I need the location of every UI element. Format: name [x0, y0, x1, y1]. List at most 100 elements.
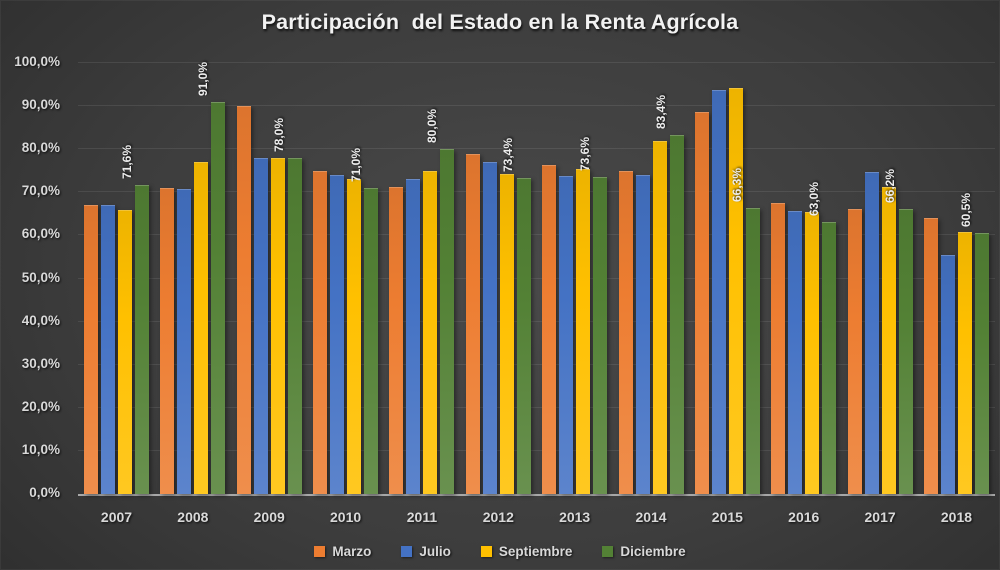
bar-diciembre-2012: 73,4% [501, 138, 531, 494]
bar-marzo-2013 [542, 165, 557, 494]
bar-julio-2010 [330, 175, 345, 494]
bar-group-2017: 66,2% [847, 63, 913, 494]
y-tick-label: 100,0% [14, 54, 60, 69]
bar-julio-2012 [482, 162, 497, 494]
data-label-2014: 83,4% [654, 94, 669, 129]
bar-marzo-2007 [84, 205, 98, 494]
legend-item-diciembre: Diciembre [602, 544, 686, 559]
y-tick-label: 90,0% [21, 97, 60, 113]
y-axis: 100,0% 90,0% 80,0% 70,0% 60,0% 50,0% 40,0% 30,0… [0, 54, 68, 500]
gridline-30 [78, 363, 995, 365]
bar-marzo-2018 [923, 218, 938, 494]
x-tick-label-2014: 2014 [635, 509, 667, 525]
bar-diciembre-2010: 71,0% [349, 148, 379, 494]
y-tick-label: 80,0% [21, 140, 60, 156]
x-tick-label-2008: 2008 [177, 509, 209, 525]
gridline-80 [78, 148, 995, 150]
bar-julio-2008 [177, 188, 192, 494]
gridline-90 [78, 105, 995, 107]
x-tick-label-2013: 2013 [559, 509, 591, 525]
gridline-40 [78, 320, 995, 322]
x-tick-label-2009: 2009 [253, 509, 285, 525]
x-tick-label-2011: 2011 [406, 509, 438, 525]
x-tick-label-2017: 2017 [864, 509, 896, 525]
bar-diciembre-2015: 66,3% [730, 168, 760, 494]
data-label-2010: 71,0% [348, 147, 363, 182]
legend-label-septiembre: Septiembre [498, 544, 573, 559]
bar-septiembre-2007 [118, 209, 132, 494]
bar-marzo-2017 [847, 208, 862, 494]
legend-swatch-septiembre [480, 546, 492, 557]
bar-diciembre-2008: 91,0% [196, 62, 226, 494]
x-tick-label-2010: 2010 [330, 509, 362, 525]
gridline-50 [78, 277, 995, 279]
y-tick-label: 50,0% [21, 269, 60, 285]
bar-diciembre-2009: 78,0% [272, 118, 302, 494]
data-label-2015: 66,3% [730, 168, 745, 203]
legend-item-marzo: Marzo [314, 544, 371, 559]
plot-area: 71,6% 91,0% 78,0% 71,0% 80,0% 73,4% 73,6% 83,4%… [78, 62, 995, 496]
bar-diciembre-2018: 60,5% [959, 193, 989, 494]
bar-diciembre-2011: 80,0% [425, 109, 455, 494]
y-tick-label: 20,0% [21, 398, 60, 414]
bar-septiembre-2018 [957, 232, 972, 494]
bar-julio-2009 [253, 157, 268, 494]
bar-marzo-2016 [771, 203, 786, 494]
data-label-2009: 78,0% [272, 117, 287, 152]
y-tick-label: 0,0% [29, 485, 60, 500]
bar-group-2009: 78,0% [236, 63, 302, 494]
x-tick-label-2015: 2015 [711, 509, 743, 525]
bar-julio-2014 [635, 175, 650, 494]
bar-septiembre-2009 [270, 157, 285, 494]
y-tick-label: 40,0% [21, 312, 60, 328]
bar-group-2010: 71,0% [313, 63, 379, 494]
legend-swatch-diciembre [602, 546, 614, 557]
legend-label-diciembre: Diciembre [620, 544, 686, 559]
bar-septiembre-2014 [652, 141, 667, 494]
x-tick-label-2012: 2012 [482, 509, 514, 525]
bar-diciembre-2017: 66,2% [883, 169, 913, 494]
x-tick-label-2007: 2007 [100, 509, 133, 525]
bar-group-2018: 60,5% [923, 63, 989, 494]
x-tick-label-2018: 2018 [940, 509, 973, 525]
data-label-2012: 73,4% [501, 137, 516, 172]
data-label-2007: 71,6% [119, 145, 134, 180]
x-tick-label-2016: 2016 [788, 509, 820, 525]
bar-group-2012: 73,4% [465, 63, 531, 494]
bar-septiembre-2016 [805, 212, 820, 494]
data-label-2018: 60,5% [959, 193, 974, 228]
gridline-70 [78, 191, 995, 193]
bar-diciembre-2007: 71,6% [120, 145, 149, 494]
bar-septiembre-2011 [423, 170, 438, 494]
gridline-60 [78, 234, 995, 236]
bar-julio-2017 [864, 172, 879, 494]
bar-julio-2015 [711, 90, 726, 494]
bar-group-2016: 63,0% [771, 63, 837, 494]
legend-item-julio: Julio [401, 544, 451, 559]
bar-septiembre-2013 [576, 169, 591, 494]
bar-groups: 71,6% 91,0% 78,0% 71,0% 80,0% 73,4% 73,6% 83,4%… [78, 62, 995, 494]
bar-diciembre-2014: 83,4% [654, 95, 684, 494]
legend: Marzo Julio Septiembre Diciembre [0, 544, 1000, 559]
bar-marzo-2012 [465, 153, 480, 494]
bar-marzo-2009 [236, 106, 251, 494]
bar-diciembre-2016: 63,0% [807, 182, 837, 494]
bar-septiembre-2012 [499, 174, 514, 494]
bar-septiembre-2017 [881, 187, 896, 494]
bar-group-2008: 91,0% [160, 62, 226, 494]
bar-marzo-2008 [160, 188, 175, 494]
y-tick-label: 60,0% [21, 226, 60, 242]
legend-item-septiembre: Septiembre [480, 544, 573, 559]
bar-group-2014: 83,4% [618, 63, 684, 494]
bar-julio-2007 [101, 205, 115, 494]
bar-marzo-2014 [618, 170, 633, 494]
legend-label-marzo: Marzo [332, 544, 372, 559]
bar-marzo-2011 [389, 186, 404, 494]
y-tick-label: 70,0% [21, 183, 60, 199]
y-tick-label: 30,0% [21, 355, 60, 371]
data-label-2016: 63,0% [806, 182, 821, 217]
bar-julio-2018 [940, 254, 955, 494]
bar-julio-2016 [788, 211, 803, 494]
bar-group-2015: 66,3% [694, 63, 760, 494]
chart-title: Participación del Estado en la Renta Agr… [261, 10, 739, 34]
